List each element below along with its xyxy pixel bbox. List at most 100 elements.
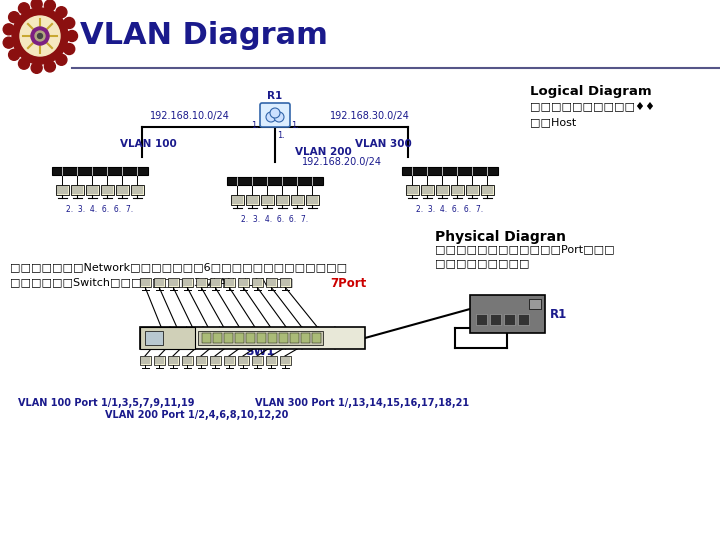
Bar [406, 185, 419, 195]
Circle shape [45, 0, 55, 11]
Circle shape [9, 12, 19, 23]
Bar [518, 314, 529, 325]
Bar [227, 177, 323, 185]
Bar [235, 333, 244, 343]
Circle shape [31, 62, 42, 73]
Bar [292, 196, 303, 204]
Bar [280, 356, 291, 365]
Text: □□□□□□□□□□♦♦: □□□□□□□□□□♦♦ [530, 101, 655, 111]
Bar [155, 279, 164, 286]
Bar [56, 185, 69, 195]
Bar [239, 357, 248, 364]
Text: VLAN VLAN □□: VLAN VLAN □□ [205, 277, 293, 287]
Bar [246, 195, 259, 205]
Text: VLAN 300: VLAN 300 [355, 139, 412, 149]
Bar [101, 185, 114, 195]
Text: □□□□□□□□□: □□□□□□□□□ [435, 258, 529, 268]
Bar [210, 278, 221, 287]
Bar [140, 278, 151, 287]
Circle shape [35, 31, 45, 41]
Bar [467, 186, 478, 194]
Text: VLAN 100 Port 1/1,3,5,7,9,11,19: VLAN 100 Port 1/1,3,5,7,9,11,19 [18, 398, 194, 408]
Bar [86, 185, 99, 195]
Bar [197, 279, 206, 286]
Bar [239, 279, 248, 286]
Bar [232, 196, 243, 204]
Bar [131, 185, 144, 195]
Bar [140, 327, 365, 349]
Text: □□□□□□Switch□□□□□□□□3□□□: □□□□□□Switch□□□□□□□□3□□□ [10, 277, 233, 287]
Circle shape [31, 0, 42, 10]
Text: VLAN 300 Port 1/,13,14,15,16,17,18,21: VLAN 300 Port 1/,13,14,15,16,17,18,21 [255, 398, 469, 408]
Bar [281, 279, 290, 286]
Bar [267, 357, 276, 364]
Circle shape [37, 33, 42, 38]
Text: 192.168.30.0/24: 192.168.30.0/24 [330, 111, 410, 121]
Bar [252, 278, 263, 287]
Bar [490, 314, 501, 325]
Bar [145, 331, 163, 345]
Circle shape [9, 49, 19, 60]
Bar [197, 357, 206, 364]
Bar [238, 356, 249, 365]
Bar [224, 278, 235, 287]
Bar [247, 196, 258, 204]
Bar [225, 357, 234, 364]
Circle shape [64, 44, 75, 55]
Bar [261, 195, 274, 205]
Text: □□□□□□□□□□□□Port□□□: □□□□□□□□□□□□Port□□□ [435, 244, 615, 254]
Bar [211, 279, 220, 286]
Text: 2.  3.  4.  6.  6.  7.: 2. 3. 4. 6. 6. 7. [416, 205, 484, 214]
Bar [238, 278, 249, 287]
Bar [72, 186, 83, 194]
Text: VLAN Diagram: VLAN Diagram [80, 22, 328, 51]
Bar [211, 357, 220, 364]
Bar [437, 186, 448, 194]
Bar [266, 278, 277, 287]
Circle shape [66, 30, 78, 42]
Bar [279, 333, 288, 343]
Bar [277, 196, 288, 204]
Bar [140, 356, 151, 365]
Bar [421, 185, 434, 195]
Bar [116, 185, 129, 195]
Bar [141, 279, 150, 286]
Bar [154, 278, 165, 287]
Bar [481, 185, 494, 195]
Bar [198, 331, 323, 345]
Bar [257, 333, 266, 343]
Text: VLAN 200 Port 1/2,4,6,8,10,12,20: VLAN 200 Port 1/2,4,6,8,10,12,20 [105, 410, 289, 420]
Text: 2.  3.  4.  6.  6.  7.: 2. 3. 4. 6. 6. 7. [241, 215, 309, 224]
Bar [168, 278, 179, 287]
Bar [225, 279, 234, 286]
Bar [141, 357, 150, 364]
Bar [224, 356, 235, 365]
Bar [267, 279, 276, 286]
Bar [183, 279, 192, 286]
Bar [196, 356, 207, 365]
Text: 7Port: 7Port [330, 277, 366, 290]
Bar [154, 356, 165, 365]
Circle shape [19, 3, 30, 14]
Circle shape [12, 8, 68, 64]
Bar [290, 333, 299, 343]
Bar [253, 357, 262, 364]
Text: 2.  3.  4.  6.  6.  7.: 2. 3. 4. 6. 6. 7. [66, 205, 134, 214]
Bar [452, 186, 463, 194]
Bar [312, 333, 321, 343]
Text: Logical Diagram: Logical Diagram [530, 85, 652, 98]
Bar [182, 356, 193, 365]
Bar [252, 356, 263, 365]
Bar [466, 185, 479, 195]
Bar [246, 333, 255, 343]
Circle shape [45, 61, 55, 72]
Text: R1: R1 [267, 91, 283, 101]
Bar [262, 196, 273, 204]
Bar [470, 295, 545, 333]
Text: 192.168.20.0/24: 192.168.20.0/24 [302, 157, 382, 167]
Bar [281, 357, 290, 364]
Bar [169, 357, 178, 364]
Circle shape [3, 37, 14, 48]
Text: 192.168.10.0/24: 192.168.10.0/24 [150, 111, 230, 121]
Bar [231, 195, 244, 205]
